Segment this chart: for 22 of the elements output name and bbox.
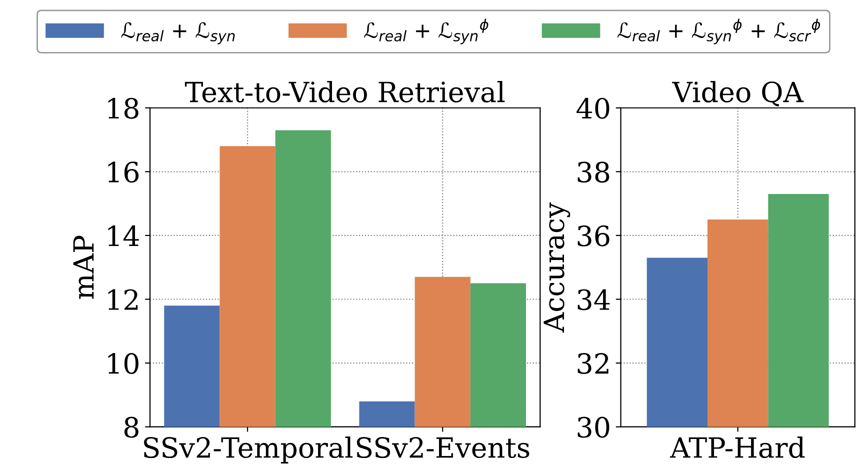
x-tick-label: SSv2-Temporal — [144, 436, 353, 464]
legend-label: ℒ$_{real}$ + ℒ$_{syn}$$^{ϕ}$ + ℒ$_{scr}$$^{ϕ}$ — [618, 18, 820, 44]
y-axis-title: Accuracy — [544, 202, 570, 333]
y-axis-title: mAP — [73, 236, 94, 299]
y-tick-label: 14 — [108, 225, 139, 246]
chart-title: Video QA — [672, 80, 804, 107]
legend-label: ℒ$_{real}$ + ℒ$_{syn}$ — [121, 22, 235, 44]
chart-title: Text-to-Video Retrieval — [184, 80, 505, 102]
y-tick-label: 36 — [578, 225, 610, 246]
y-tick-label: 8 — [124, 416, 138, 438]
y-tick-label: 40 — [576, 98, 610, 119]
y-tick-label: 34 — [578, 289, 610, 310]
y-tick-label: 16 — [108, 162, 139, 183]
y-tick-label: 18 — [108, 98, 138, 119]
legend-label: ℒ$_{real}$ + ℒ$_{syn}$$^{ϕ}$ — [364, 18, 488, 44]
y-tick-label: 30 — [578, 416, 610, 438]
y-tick-label: 32 — [578, 352, 608, 374]
y-tick-label: 12 — [108, 289, 138, 310]
y-tick-label: 10 — [108, 352, 138, 374]
y-tick-label: 38 — [578, 162, 610, 183]
x-tick-label: SSv2-Events — [356, 437, 530, 458]
x-tick-label: ATP-Hard — [670, 436, 805, 458]
